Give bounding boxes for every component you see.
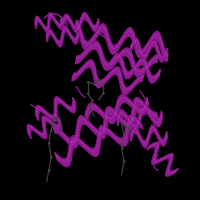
- Polygon shape: [35, 13, 63, 33]
- Polygon shape: [62, 12, 99, 33]
- Polygon shape: [55, 115, 143, 167]
- Polygon shape: [147, 142, 178, 176]
- Polygon shape: [110, 53, 160, 83]
- Polygon shape: [36, 97, 76, 121]
- Polygon shape: [75, 20, 168, 62]
- Polygon shape: [75, 41, 159, 77]
- Polygon shape: [85, 95, 149, 123]
- Polygon shape: [130, 125, 167, 148]
- Polygon shape: [130, 38, 167, 62]
- Polygon shape: [117, 106, 163, 131]
- Polygon shape: [46, 26, 79, 47]
- Polygon shape: [27, 116, 61, 139]
- Polygon shape: [72, 60, 144, 95]
- Polygon shape: [53, 98, 159, 148]
